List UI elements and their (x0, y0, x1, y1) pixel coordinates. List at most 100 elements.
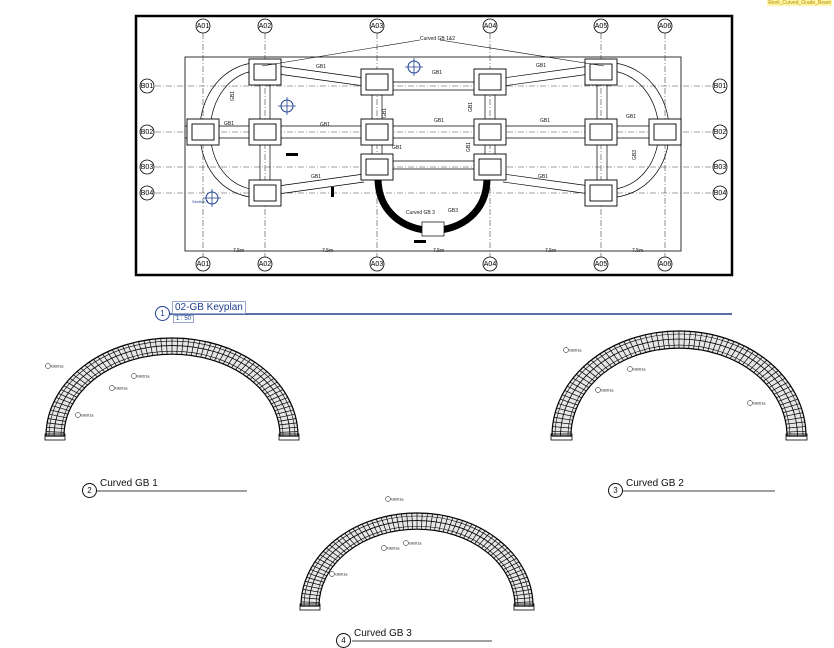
rebar-tag[interactable]: GB01a (403, 540, 423, 546)
svg-text:A01: A01 (197, 261, 210, 268)
svg-text:A01: A01 (197, 23, 210, 30)
rebar-tag[interactable]: GB01a (747, 400, 767, 406)
grid-bubble-b03-right[interactable]: B03 (712, 159, 728, 175)
beam-tag: GB1 (536, 63, 546, 69)
grid-bubble-b04-left[interactable]: B04 (139, 185, 155, 201)
view-title-curved-gb1[interactable]: Curved GB 1 (100, 478, 158, 489)
svg-text:GB01a: GB01a (391, 497, 404, 502)
view-number-1[interactable]: 1 (155, 306, 170, 321)
rebar-tag[interactable]: GB01a (563, 347, 583, 353)
corner-link[interactable]: Revit_Curved_Grade_Beam (767, 0, 832, 6)
beam-tag: GB1 (432, 70, 442, 76)
svg-text:A03: A03 (371, 261, 384, 268)
rebar-tag[interactable]: GB01a (75, 412, 95, 418)
section-box (421, 221, 445, 237)
section-marker-1[interactable] (278, 97, 296, 115)
view-title-curved-gb2[interactable]: Curved GB 2 (626, 478, 684, 489)
svg-text:A05: A05 (595, 23, 608, 30)
dimension-label: 7.5m (433, 248, 444, 254)
grid-bubble-a02-bottom[interactable]: A02 (257, 256, 273, 272)
svg-text:B04: B04 (714, 190, 727, 197)
grid-bubble-b04-right[interactable]: B04 (712, 185, 728, 201)
svg-text:GB01a: GB01a (335, 572, 348, 577)
rebar-tag[interactable]: GB01a (45, 363, 65, 369)
grid-bubble-b02-right[interactable]: B02 (712, 124, 728, 140)
section-tick (331, 187, 334, 197)
svg-text:B04: B04 (141, 190, 154, 197)
beam-tag: GB1 (230, 91, 236, 101)
view-number-3[interactable]: 3 (608, 483, 623, 498)
dimension-label: 7.5m (545, 248, 556, 254)
callout-leaders (261, 39, 605, 67)
view-number-2[interactable]: 2 (82, 483, 97, 498)
rebar-tag[interactable]: GB01a (627, 366, 647, 372)
rebar-tag[interactable]: GB01a (109, 385, 129, 391)
grid-bubble-a04-bottom[interactable]: A04 (482, 256, 498, 272)
svg-text:GB01a: GB01a (633, 367, 646, 372)
section-label: Section 1 (192, 199, 209, 204)
dimension-label: 7.5m (632, 248, 643, 254)
curved-gb1-3d-view[interactable]: GB01a GB01a GB01a GB01a (44, 337, 300, 441)
beam-tag: GB1 (466, 142, 472, 152)
curved-gb2-3d-view[interactable]: GB01a GB01a GB01a GB01a (550, 330, 808, 441)
beam-tag: GB1 (224, 121, 234, 127)
beam-tag: GB3 (632, 150, 638, 160)
svg-text:B01: B01 (714, 83, 727, 90)
grid-bubble-a05-top[interactable]: A05 (593, 18, 609, 34)
svg-text:B02: B02 (141, 129, 154, 136)
curved-gb3-3d-view[interactable]: GB01a GB01a GB01a GB01a (299, 496, 535, 611)
keyplan-viewport[interactable]: A01 A01 A02 A02 A03 A03 A04 A04 A05 A05 A06 A06 B01 B… (134, 14, 734, 277)
svg-text:GB01a: GB01a (601, 388, 614, 393)
svg-text:A06: A06 (659, 23, 672, 30)
svg-text:B03: B03 (141, 164, 154, 171)
svg-text:GB01a: GB01a (115, 386, 128, 391)
svg-text:A03: A03 (371, 23, 384, 30)
dimension-label: 7.5m (233, 248, 244, 254)
svg-text:B03: B03 (714, 164, 727, 171)
svg-text:A04: A04 (484, 23, 497, 30)
grid-bubble-a01-top[interactable]: A01 (195, 18, 211, 34)
section-tick (414, 240, 426, 243)
beam-tag: GB1 (468, 102, 474, 112)
pile-caps (186, 58, 682, 207)
section-marker-3[interactable] (203, 189, 221, 207)
view-scale-keyplan: 1 : 50 (173, 315, 195, 323)
rebar-tag[interactable]: GB01a (385, 496, 405, 502)
callout-curved-gb12: Curved GB 1&2 (420, 36, 455, 42)
grid-bubble-a03-bottom[interactable]: A03 (369, 256, 385, 272)
section-marker-2[interactable] (405, 58, 423, 76)
svg-text:A05: A05 (595, 261, 608, 268)
grid-bubble-b03-left[interactable]: B03 (139, 159, 155, 175)
grid-bubble-a06-top[interactable]: A06 (657, 18, 673, 34)
beam-tag: GB1 (434, 118, 444, 124)
beam-tag: GB1 (626, 114, 636, 120)
beam-tag: GB1 (311, 174, 321, 180)
beam-tag: GB1 (382, 108, 388, 118)
view-title-keyplan[interactable]: 02-GB Keyplan (172, 301, 246, 314)
view-title-curved-gb3[interactable]: Curved GB 3 (354, 628, 412, 639)
rebar-tag[interactable]: GB01a (381, 545, 401, 551)
svg-text:A06: A06 (659, 261, 672, 268)
building-outline (184, 56, 682, 252)
rebar-tag[interactable]: GB01a (131, 373, 151, 379)
svg-text:GB01a: GB01a (81, 413, 94, 418)
rebar-tag[interactable]: GB01a (595, 387, 615, 393)
rebar-tag[interactable]: GB01a (329, 571, 349, 577)
svg-text:GB01a: GB01a (51, 364, 64, 369)
callout-curved-gb3: Curved GB 3 (406, 210, 435, 216)
grid-bubble-a04-top[interactable]: A04 (482, 18, 498, 34)
grid-bubble-a01-bottom[interactable]: A01 (195, 256, 211, 272)
svg-text:GB01a: GB01a (387, 546, 400, 551)
grid-bubble-b02-left[interactable]: B02 (139, 124, 155, 140)
beam-tag-gb3: GB3 (448, 208, 458, 214)
grid-bubble-a02-top[interactable]: A02 (257, 18, 273, 34)
grid-bubble-a03-top[interactable]: A03 (369, 18, 385, 34)
grid-bubble-b01-right[interactable]: B01 (712, 78, 728, 94)
svg-text:GB01a: GB01a (569, 348, 582, 353)
grid-bubble-b01-left[interactable]: B01 (139, 78, 155, 94)
view-number-4[interactable]: 4 (336, 633, 351, 648)
svg-text:GB01a: GB01a (137, 374, 150, 379)
grid-bubble-a06-bottom[interactable]: A06 (657, 256, 673, 272)
grid-bubble-a05-bottom[interactable]: A05 (593, 256, 609, 272)
